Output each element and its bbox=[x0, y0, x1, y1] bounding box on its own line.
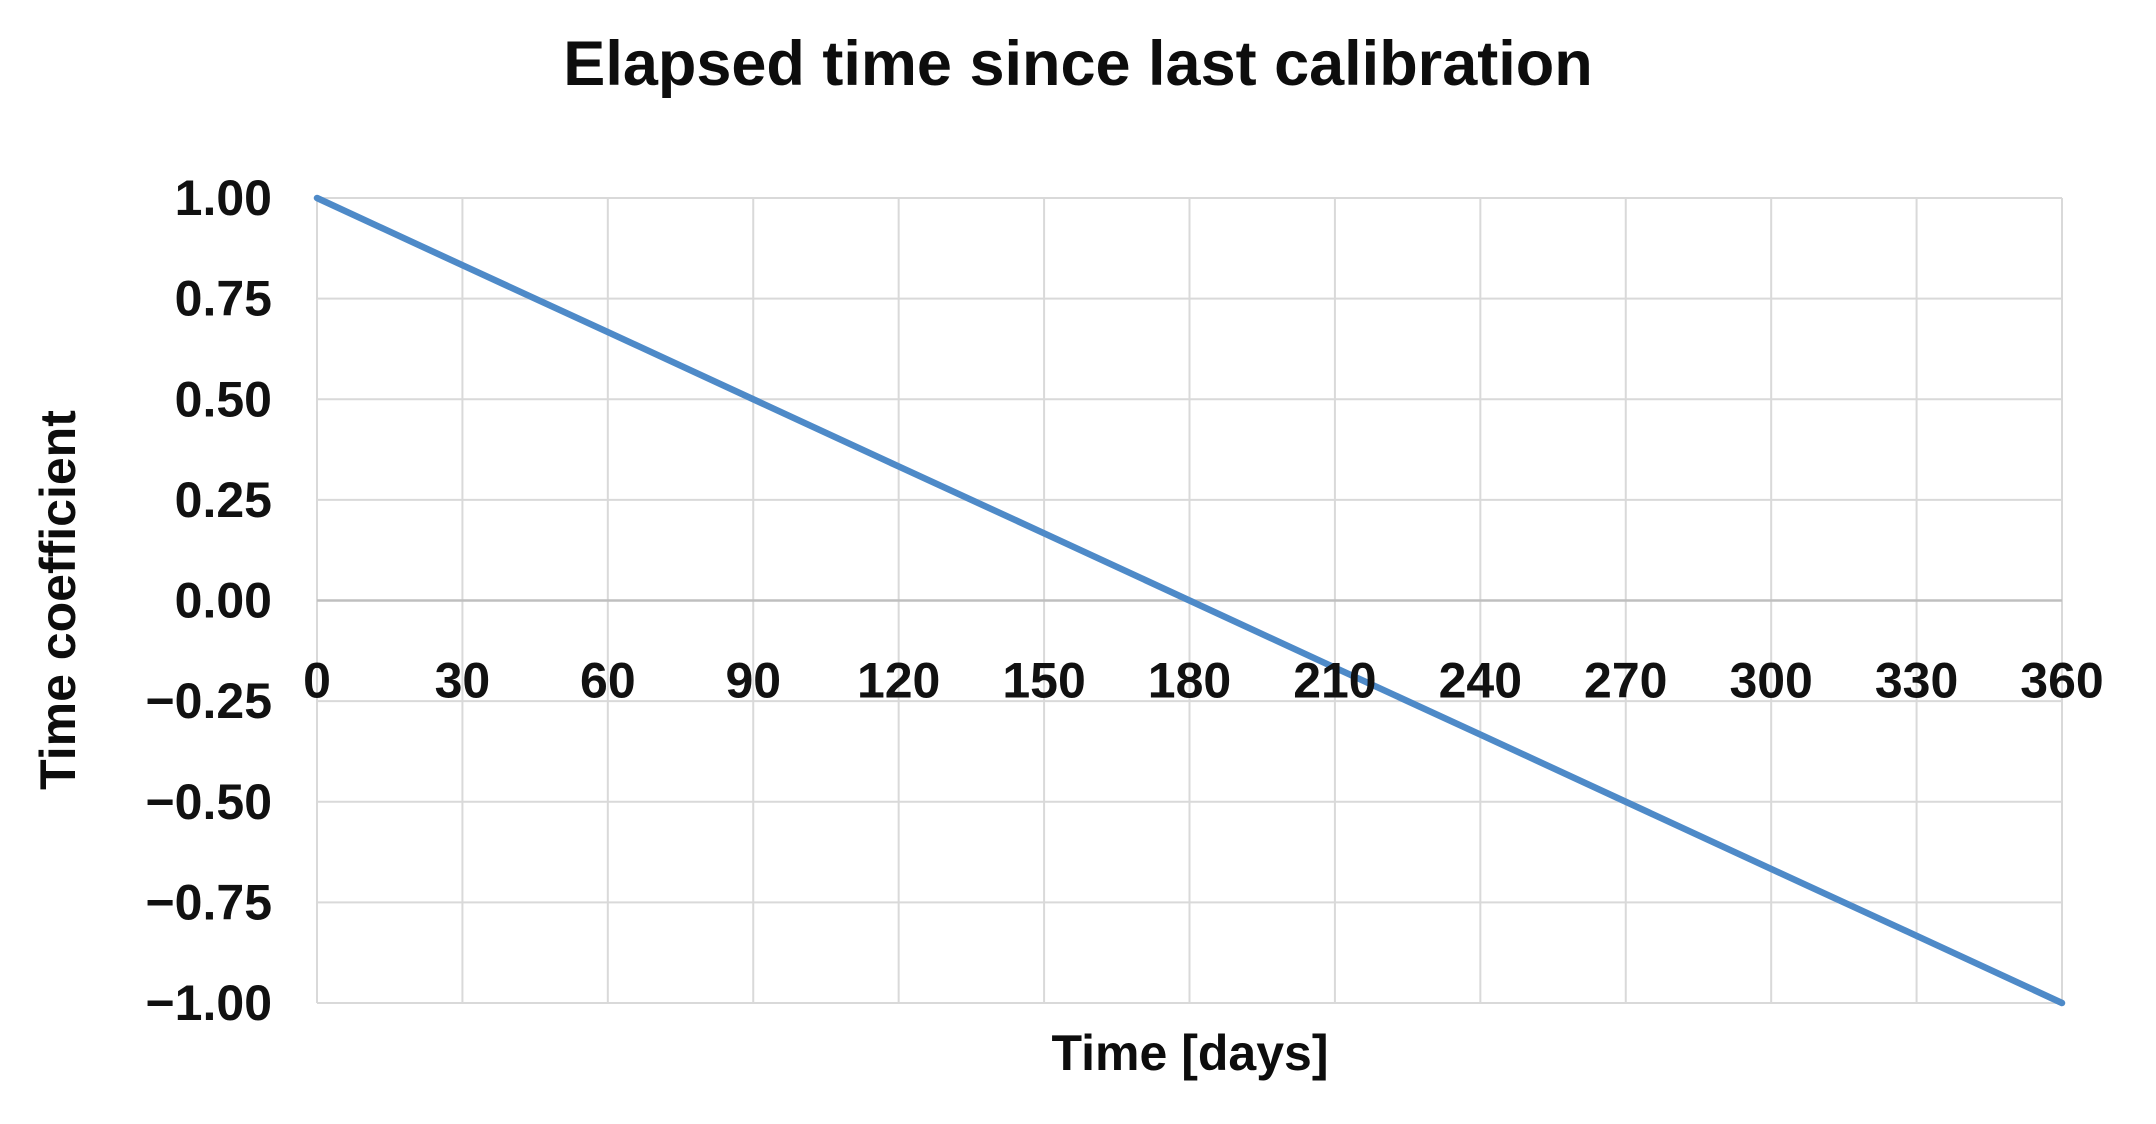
x-tick-label: 120 bbox=[857, 653, 940, 709]
x-tick-label: 90 bbox=[725, 653, 781, 709]
y-tick-label: −0.75 bbox=[145, 874, 272, 930]
x-tick-label: 330 bbox=[1875, 653, 1958, 709]
y-tick-label: −0.25 bbox=[145, 673, 272, 729]
chart-title: Elapsed time since last calibration bbox=[563, 29, 1593, 99]
x-tick-label: 360 bbox=[2020, 653, 2103, 709]
x-tick-label: 180 bbox=[1148, 653, 1231, 709]
y-tick-label: 0.75 bbox=[175, 271, 272, 327]
x-axis-title: Time [days] bbox=[1051, 1025, 1329, 1081]
y-tick-label: 0.25 bbox=[175, 472, 272, 528]
x-tick-label: 150 bbox=[1002, 653, 1085, 709]
x-tick-label: 210 bbox=[1293, 653, 1376, 709]
x-tick-label: 270 bbox=[1584, 653, 1667, 709]
y-tick-label: 0.00 bbox=[175, 573, 272, 629]
x-tick-label: 0 bbox=[303, 653, 331, 709]
x-tick-label: 30 bbox=[435, 653, 491, 709]
y-tick-label: 1.00 bbox=[175, 170, 272, 226]
y-tick-label: 0.50 bbox=[175, 371, 272, 427]
x-tick-label: 240 bbox=[1439, 653, 1522, 709]
y-tick-label: −0.50 bbox=[145, 774, 272, 830]
y-tick-label: −1.00 bbox=[145, 975, 272, 1031]
x-tick-label: 60 bbox=[580, 653, 636, 709]
x-tick-label: 300 bbox=[1729, 653, 1812, 709]
series-line bbox=[313, 194, 2066, 1007]
